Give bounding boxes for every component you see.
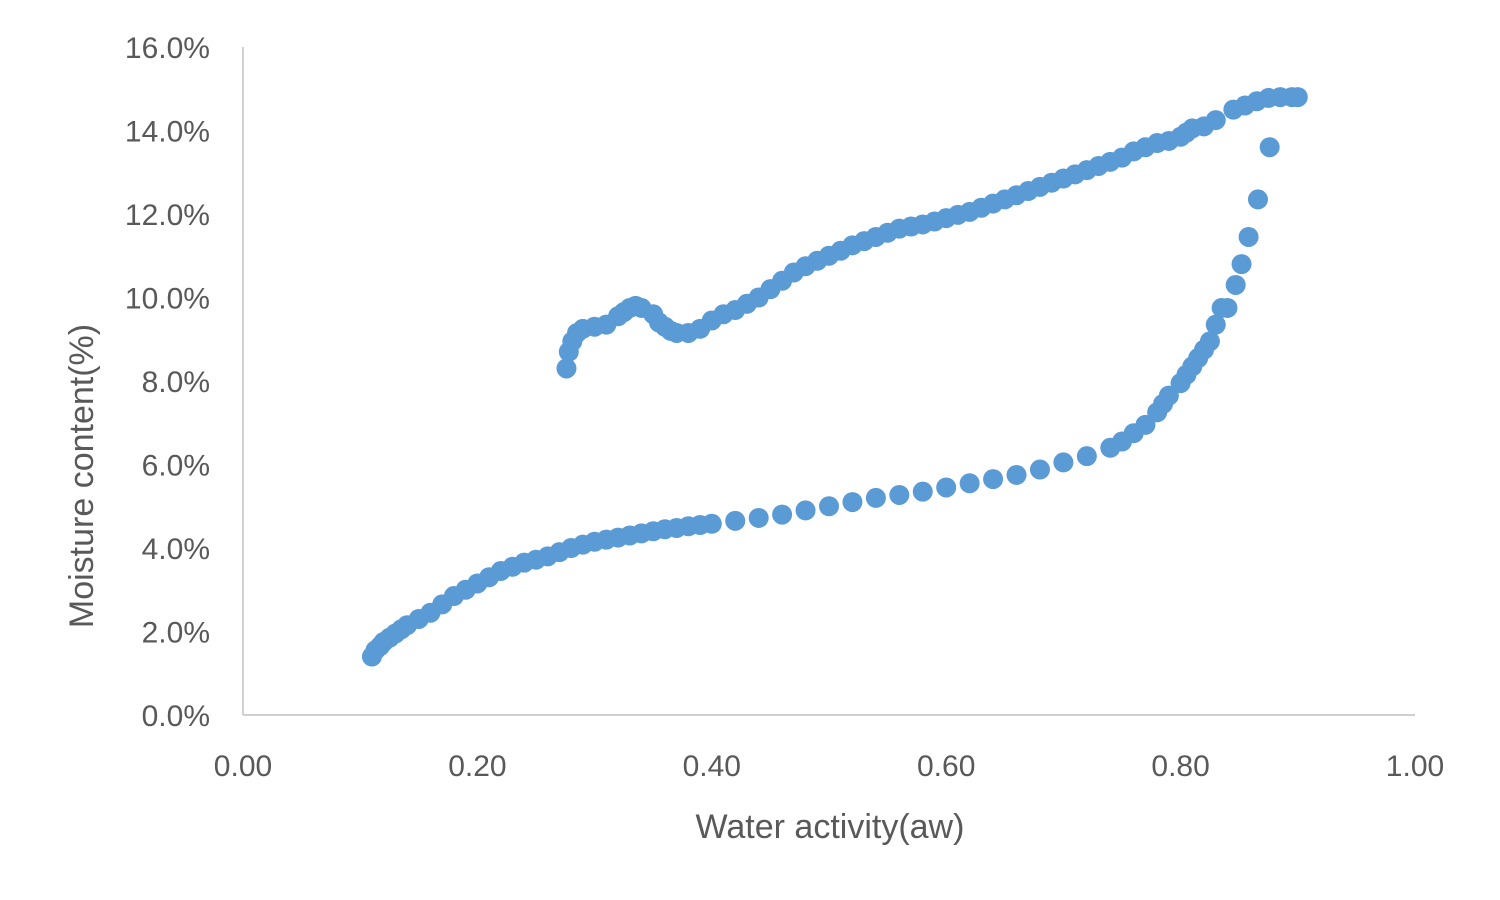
y-tick-label: 4.0% — [142, 533, 210, 566]
y-tick-label: 16.0% — [125, 32, 210, 65]
y-tick-label: 10.0% — [125, 283, 210, 316]
y-tick-label: 8.0% — [142, 366, 210, 399]
data-point — [1053, 452, 1074, 473]
data-point — [725, 510, 746, 531]
data-point — [1205, 110, 1226, 131]
data-point — [1006, 464, 1027, 485]
y-tick-label: 12.0% — [125, 199, 210, 232]
data-point — [1238, 226, 1259, 247]
x-axis-title: Water activity(aw) — [696, 808, 965, 846]
data-point — [936, 477, 957, 498]
data-point — [889, 484, 910, 505]
plot-area — [361, 87, 1308, 667]
x-tick-label: 0.80 — [1151, 750, 1209, 783]
x-tick-labels: 0.00 0.20 0.40 0.60 0.80 1.00 — [214, 750, 1444, 783]
data-point — [1287, 87, 1308, 108]
y-tick-label: 14.0% — [125, 116, 210, 149]
x-tick-label: 1.00 — [1386, 750, 1444, 783]
data-point — [842, 492, 863, 513]
x-tick-label: 0.20 — [448, 750, 506, 783]
data-point — [865, 487, 886, 508]
x-tick-label: 0.60 — [917, 750, 975, 783]
data-point — [795, 500, 816, 521]
data-point — [819, 496, 839, 517]
data-point — [1135, 414, 1156, 435]
data-point — [1199, 331, 1220, 352]
data-point — [556, 358, 577, 379]
data-point — [1076, 446, 1097, 467]
data-point — [983, 469, 1004, 490]
y-tick-label: 6.0% — [142, 450, 210, 483]
data-point — [1247, 189, 1268, 210]
data-point — [1231, 254, 1252, 275]
y-tick-label: 2.0% — [142, 617, 210, 650]
data-point — [1225, 274, 1246, 295]
data-point — [1217, 297, 1238, 318]
data-point — [748, 507, 769, 528]
y-axis-title: Moisture content(%) — [63, 324, 101, 628]
data-point — [1205, 314, 1226, 335]
data-point — [1029, 459, 1050, 480]
data-point — [912, 481, 933, 502]
x-tick-label: 0.40 — [683, 750, 741, 783]
y-tick-labels: 0.0% 2.0% 4.0% 6.0% 8.0% 10.0% 12.0% 14.0% 16.0% — [125, 32, 210, 733]
y-tick-label: 0.0% — [142, 700, 210, 733]
series-adsorption — [361, 137, 1280, 667]
series-desorption — [556, 87, 1308, 379]
data-point — [701, 513, 722, 534]
x-tick-label: 0.00 — [214, 750, 272, 783]
data-point — [772, 504, 793, 525]
data-point — [959, 473, 980, 494]
data-point — [1259, 137, 1280, 158]
data-point — [1158, 385, 1179, 406]
